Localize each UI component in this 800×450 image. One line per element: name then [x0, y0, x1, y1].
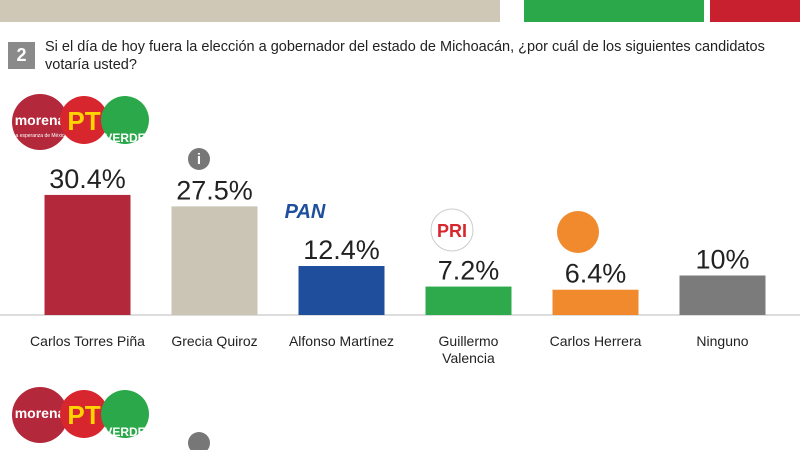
info-icon: i — [197, 151, 201, 168]
category-label: Alfonso Martínez — [288, 333, 395, 349]
logo-text: morena — [15, 405, 66, 421]
logo-text: VERDE — [104, 425, 145, 439]
value-label: 6.4% — [565, 259, 627, 289]
value-label: 7.2% — [438, 256, 500, 286]
question-text: Si el día de hoy fuera la elección a gob… — [45, 39, 765, 73]
bar — [552, 289, 639, 315]
category-label: Ninguno — [696, 333, 749, 349]
logo-group: morena PT VERDE — [12, 387, 210, 450]
logo-text: PAN — [285, 201, 326, 223]
logo-text: VERDE — [104, 131, 145, 145]
category-label: Guillermo Valencia — [438, 333, 499, 366]
value-label: 30.4% — [49, 164, 126, 194]
category-label: Grecia Quiroz — [171, 333, 258, 349]
category-label: Carlos Torres Piña — [30, 333, 145, 349]
category-label: Carlos Herrera — [549, 333, 642, 349]
top-strip — [0, 0, 500, 22]
value-label: 10% — [695, 245, 749, 275]
logo-text: PT — [67, 106, 100, 136]
logo-text: PRI — [437, 221, 467, 241]
logo-text: PT — [67, 400, 100, 430]
top-strip — [710, 0, 800, 22]
value-label: 27.5% — [176, 175, 253, 205]
logo-text: La esperanza de México — [13, 133, 68, 139]
bar — [679, 275, 766, 315]
bar — [298, 266, 385, 315]
bar — [425, 286, 512, 315]
bar — [171, 206, 258, 315]
logo-group: morena La esperanza de México PT VERDE i… — [12, 94, 599, 253]
value-label: 12.4% — [303, 235, 380, 265]
bar — [44, 194, 131, 315]
top-strip — [524, 0, 704, 22]
question-number: 2 — [8, 42, 35, 69]
logo-text: morena — [15, 112, 66, 128]
